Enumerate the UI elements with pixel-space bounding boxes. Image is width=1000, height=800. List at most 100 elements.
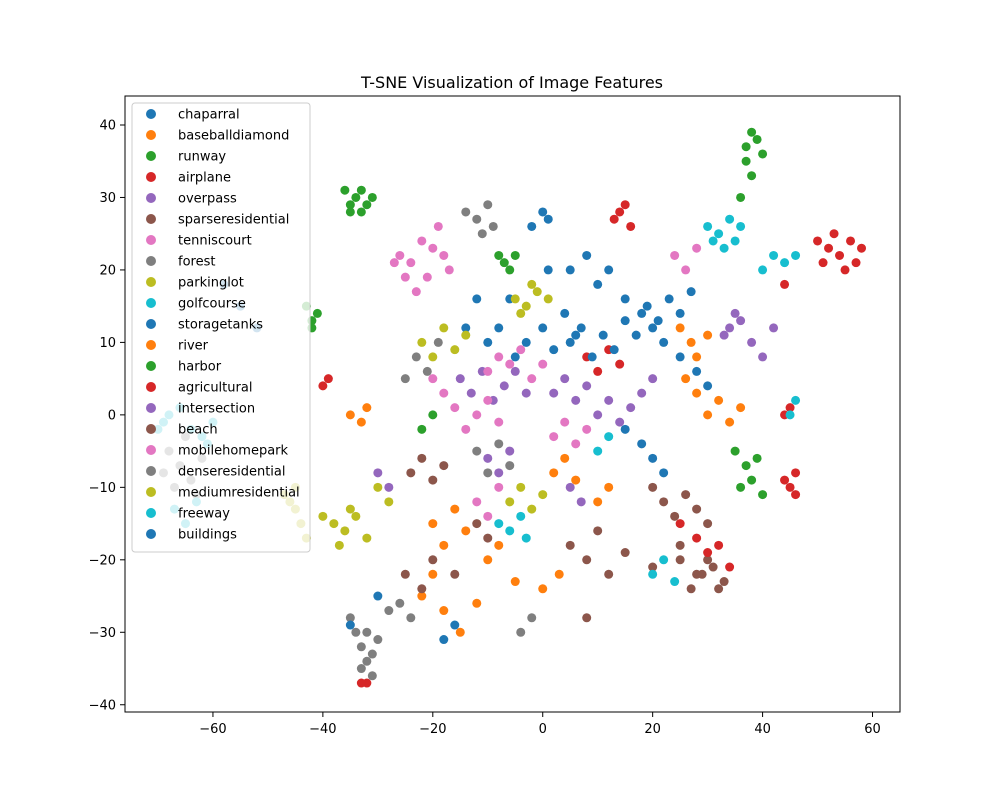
point-storagetanks-15 [637,439,647,449]
point-chaparral-3 [483,337,493,347]
y-tick-label--20: −20 [89,553,116,568]
point-harbor-12 [736,482,746,492]
point-intersection-5 [582,381,592,391]
point-river-1 [439,540,449,550]
point-sparseresidential-1 [417,584,427,594]
point-tenniscourt-3 [428,243,438,253]
point-overpass-10 [719,330,729,340]
point-runway-8 [741,142,751,152]
point-storagetanks-11 [675,352,685,362]
point-buildings-4 [565,337,575,347]
point-forest-14 [483,200,493,210]
point-baseballdiamond-12 [554,569,564,579]
point-tenniscourt-0 [395,250,405,260]
legend-label-runway: runway [178,150,226,165]
point-parkinglot-0 [318,511,328,521]
legend-label-agricultural: agricultural [178,381,252,396]
point-forest-10 [362,627,372,637]
point-river-6 [571,475,581,485]
point-overpass-14 [565,482,575,492]
point-golfcourse-4 [730,236,740,246]
point-mobilehomepark-12 [494,482,504,492]
point-intersection-6 [593,410,603,420]
point-forest-15 [488,221,498,231]
point-sparseresidential-8 [593,526,603,536]
point-mobilehomepark-9 [582,424,592,434]
point-intersection-3 [560,374,570,384]
point-sparseresidential-7 [582,555,592,565]
point-storagetanks-5 [593,279,603,289]
point-buildings-3 [450,620,460,630]
point-tenniscourt-4 [433,221,443,231]
point-golfcourse-7 [494,519,504,529]
point-tenniscourt-16 [483,395,493,405]
point-chaparral-6 [521,337,531,347]
legend-marker-denseresidential [146,466,156,476]
point-airplane-0 [615,207,625,217]
point-river-2 [450,504,460,514]
point-baseballdiamond-7 [472,598,482,608]
series-baseballdiamond [345,323,713,637]
legend-marker-sparseresidential [146,214,156,224]
point-golfcourse-3 [736,221,746,231]
legend-label-mediumresidential: mediumresidential [178,486,300,501]
point-airplane-8 [857,243,867,253]
point-airplane-15 [780,475,790,485]
point-parkinglot-8 [384,497,394,507]
point-freeway-16 [785,410,795,420]
point-overpass-5 [510,366,520,376]
point-agricultural-14 [785,403,795,413]
point-denseresidential-13 [411,352,421,362]
legend-label-parkinglot: parkinglot [178,276,244,291]
point-baseballdiamond-3 [417,591,427,601]
point-sparseresidential-3 [450,569,460,579]
point-mobilehomepark-13 [670,250,680,260]
point-tenniscourt-7 [422,272,432,282]
legend-label-beach: beach [178,423,218,438]
point-harbor-9 [741,461,751,471]
series-intersection [373,323,779,492]
point-beach-5 [659,497,669,507]
point-agricultural-7 [692,533,702,543]
y-tick-label--10: −10 [89,481,116,496]
point-agricultural-13 [780,279,790,289]
point-agricultural-12 [356,678,366,688]
point-golfcourse-2 [725,214,735,224]
point-baseballdiamond-11 [538,584,548,594]
point-agricultural-3 [593,366,603,376]
point-beach-15 [582,613,592,623]
legend-marker-forest [146,256,156,266]
point-overpass-13 [505,446,515,456]
point-chaparral-11 [472,294,482,304]
series-runway [340,127,768,217]
point-overpass-1 [466,388,476,398]
point-intersection-0 [373,468,383,478]
series-tenniscourt [389,221,504,434]
series-sparseresidential [400,519,724,594]
point-runway-1 [345,200,355,210]
point-mobilehomepark-3 [516,345,526,355]
legend-label-buildings: buildings [178,528,237,543]
point-forest-6 [373,635,383,645]
point-airplane-14 [785,482,795,492]
point-agricultural-6 [675,519,685,529]
point-mobilehomepark-7 [560,417,570,427]
point-harbor-15 [428,410,438,420]
point-parkinglot-2 [340,526,350,536]
legend-marker-baseballdiamond [146,130,156,140]
point-freeway-15 [791,395,801,405]
point-baseballdiamond-0 [345,410,355,420]
point-baseballdiamond-16 [703,330,713,340]
point-agricultural-5 [615,359,625,369]
point-baseballdiamond-4 [428,569,438,579]
point-golfcourse-13 [648,569,658,579]
point-golfcourse-12 [604,432,614,442]
point-mobilehomepark-2 [505,359,515,369]
point-freeway-12 [769,250,779,260]
point-beach-2 [428,475,438,485]
point-agricultural-8 [703,548,713,558]
point-denseresidential-16 [516,627,526,637]
point-airplane-2 [609,214,619,224]
legend-marker-mobilehomepark [146,445,156,455]
